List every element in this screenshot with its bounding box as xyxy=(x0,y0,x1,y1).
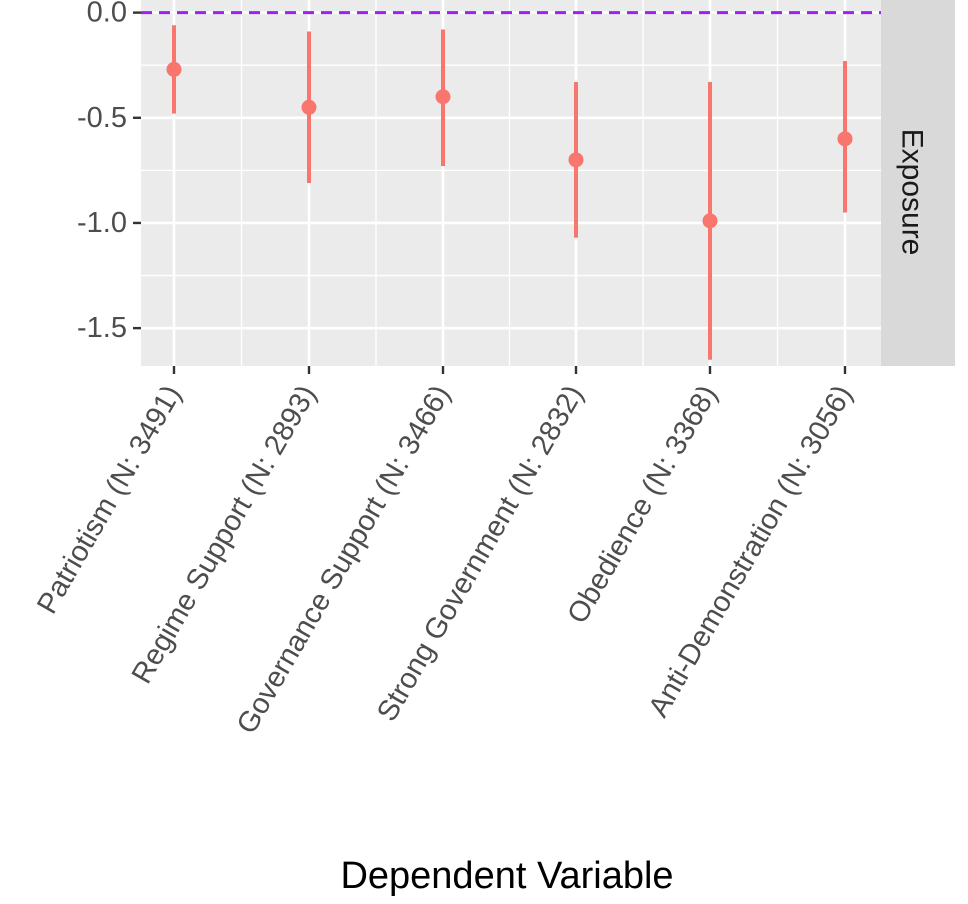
x-tick-label: Patriotism (N: 3491) xyxy=(31,380,188,619)
facet-strip-label: Exposure xyxy=(896,129,929,256)
point-ranges xyxy=(166,25,853,360)
data-point xyxy=(568,152,584,168)
x-tick-label: Obedience (N: 3368) xyxy=(562,380,724,629)
data-point xyxy=(837,131,853,147)
y-tick-label: -0.5 xyxy=(77,102,127,134)
data-point xyxy=(435,89,451,105)
x-axis: Patriotism (N: 3491)Regime Support (N: 2… xyxy=(31,366,859,739)
data-point xyxy=(166,61,182,77)
x-axis-title: Dependent Variable xyxy=(340,855,673,897)
minor-gridlines xyxy=(141,0,881,366)
facet-strip xyxy=(881,0,955,366)
data-point xyxy=(702,213,718,229)
y-tick-label: -1.0 xyxy=(77,207,127,239)
y-tick-label: -1.5 xyxy=(77,312,127,344)
y-tick-label: 0.0 xyxy=(87,0,127,29)
y-axis: 0.0 -0.5 -1.0 -1.5 xyxy=(77,0,141,344)
plot-panel xyxy=(141,0,881,366)
data-point xyxy=(301,99,317,115)
